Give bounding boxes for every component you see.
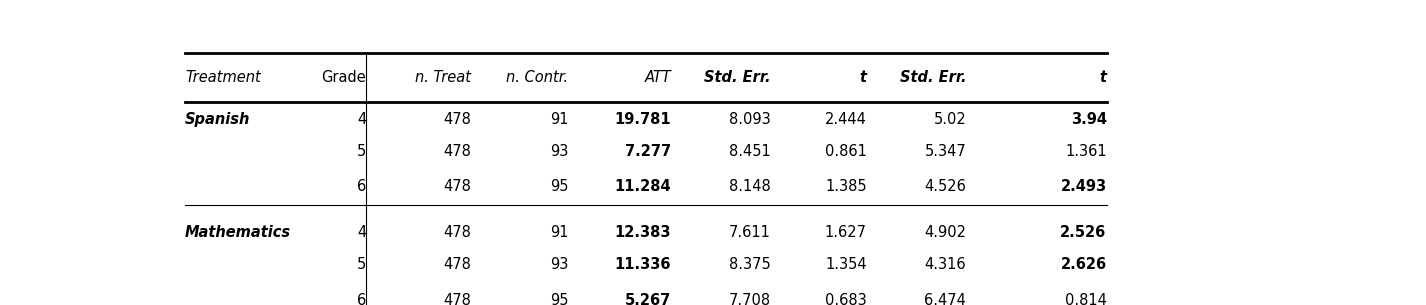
Text: 5.267: 5.267: [625, 293, 672, 305]
Text: ATT: ATT: [645, 70, 672, 85]
Text: 7.708: 7.708: [729, 293, 770, 305]
Text: 0.683: 0.683: [826, 293, 867, 305]
Text: 8.375: 8.375: [729, 257, 770, 272]
Text: 6.474: 6.474: [924, 293, 967, 305]
Text: 91: 91: [550, 112, 569, 127]
Text: 478: 478: [443, 224, 471, 240]
Text: 5: 5: [356, 257, 366, 272]
Text: 1.627: 1.627: [824, 224, 867, 240]
Text: 4: 4: [356, 224, 366, 240]
Text: 95: 95: [550, 293, 569, 305]
Text: 478: 478: [443, 257, 471, 272]
Text: 6: 6: [356, 293, 366, 305]
Text: 478: 478: [443, 293, 471, 305]
Text: 95: 95: [550, 179, 569, 194]
Text: Std. Err.: Std. Err.: [900, 70, 967, 85]
Text: Spanish: Spanish: [185, 112, 250, 127]
Text: 0.814: 0.814: [1065, 293, 1107, 305]
Text: 8.093: 8.093: [729, 112, 770, 127]
Text: 4.526: 4.526: [924, 179, 967, 194]
Text: 1.361: 1.361: [1065, 144, 1107, 159]
Text: 4.316: 4.316: [924, 257, 967, 272]
Text: 1.385: 1.385: [826, 179, 867, 194]
Text: 2.444: 2.444: [824, 112, 867, 127]
Text: 7.611: 7.611: [729, 224, 770, 240]
Text: 478: 478: [443, 112, 471, 127]
Text: 2.626: 2.626: [1061, 257, 1107, 272]
Text: 2.493: 2.493: [1061, 179, 1107, 194]
Text: 3.94: 3.94: [1071, 112, 1107, 127]
Text: 11.336: 11.336: [615, 257, 672, 272]
Text: 1.354: 1.354: [826, 257, 867, 272]
Text: Treatment: Treatment: [185, 70, 261, 85]
Text: 93: 93: [550, 144, 569, 159]
Text: 8.148: 8.148: [729, 179, 770, 194]
Text: n. Contr.: n. Contr.: [506, 70, 569, 85]
Text: 5.347: 5.347: [924, 144, 967, 159]
Text: 5: 5: [356, 144, 366, 159]
Text: 478: 478: [443, 144, 471, 159]
Text: 7.277: 7.277: [625, 144, 672, 159]
Text: Std. Err.: Std. Err.: [704, 70, 770, 85]
Text: 12.383: 12.383: [615, 224, 672, 240]
Text: t: t: [860, 70, 867, 85]
Text: n. Treat: n. Treat: [415, 70, 471, 85]
Text: 5.02: 5.02: [934, 112, 967, 127]
Text: 6: 6: [356, 179, 366, 194]
Text: 2.526: 2.526: [1061, 224, 1107, 240]
Text: 4: 4: [356, 112, 366, 127]
Text: 0.861: 0.861: [824, 144, 867, 159]
Text: t: t: [1099, 70, 1107, 85]
Text: 11.284: 11.284: [615, 179, 672, 194]
Text: 93: 93: [550, 257, 569, 272]
Text: 91: 91: [550, 224, 569, 240]
Text: 478: 478: [443, 179, 471, 194]
Text: 4.902: 4.902: [924, 224, 967, 240]
Text: Mathematics: Mathematics: [185, 224, 291, 240]
Text: Grade: Grade: [321, 70, 366, 85]
Text: 8.451: 8.451: [729, 144, 770, 159]
Text: 19.781: 19.781: [615, 112, 672, 127]
